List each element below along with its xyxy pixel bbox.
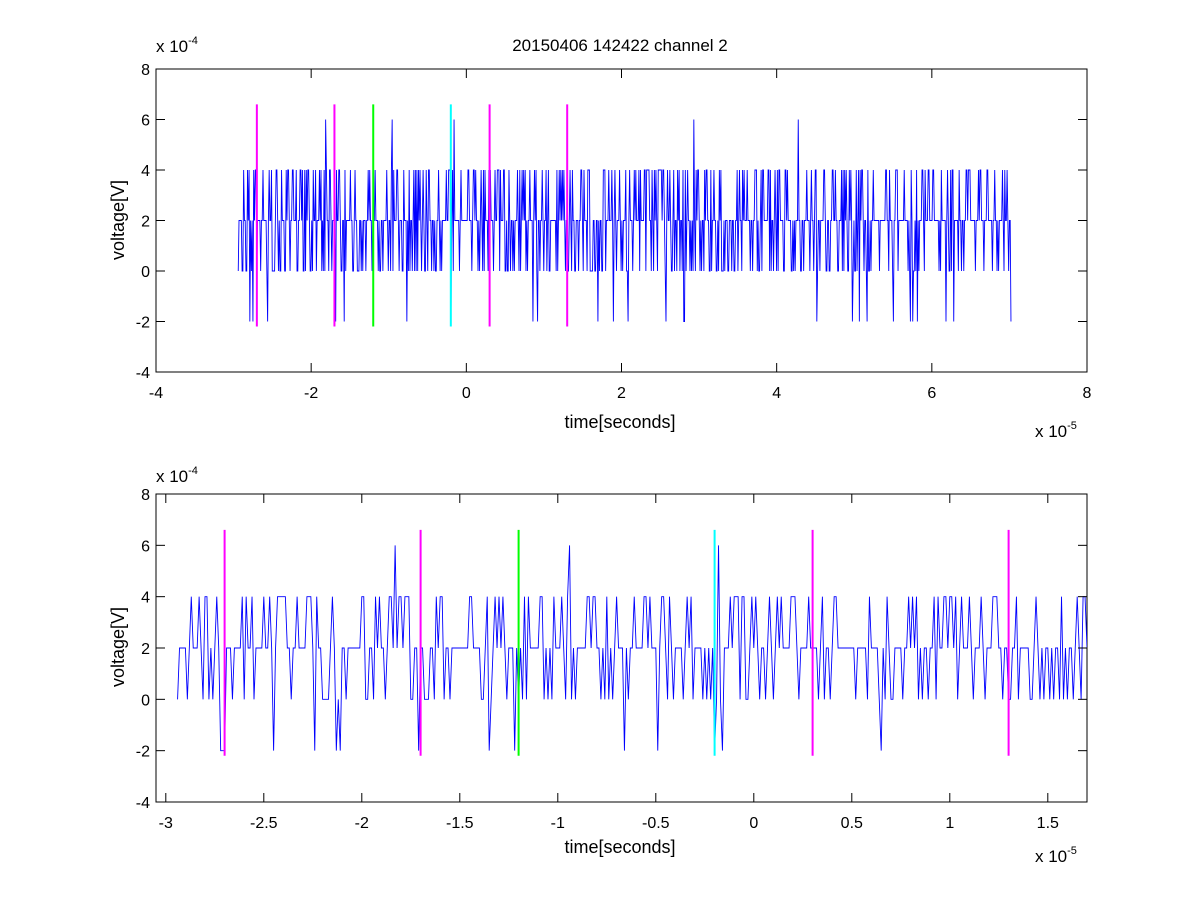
- y-axis-label-top: voltage[V]: [108, 180, 128, 260]
- x-multiplier-exp: -5: [1067, 845, 1077, 857]
- x-tick-label: -2: [304, 385, 318, 402]
- y-tick-label: 6: [141, 538, 150, 555]
- x-tick-label: 0: [749, 815, 758, 832]
- x-tick-label: 2: [617, 385, 626, 402]
- x-tick-label: 8: [1083, 385, 1092, 402]
- y-tick-label: 8: [141, 62, 150, 79]
- y-tick-label: -2: [136, 315, 150, 332]
- x-multiplier-bottom: x 10-5: [1035, 845, 1077, 866]
- y-multiplier-base: x 10: [156, 467, 188, 486]
- y-multiplier-base: x 10: [156, 37, 188, 56]
- x-multiplier-base: x 10: [1035, 847, 1067, 866]
- x-tick-label: -3: [159, 815, 173, 832]
- y-tick-label: 6: [141, 113, 150, 130]
- x-tick-label: 1.5: [1037, 815, 1059, 832]
- x-tick-label: -1: [551, 815, 565, 832]
- chart-title: 20150406 142422 channel 2: [512, 36, 728, 55]
- y-tick-label: 8: [141, 487, 150, 504]
- x-tick-label: 0.5: [841, 815, 863, 832]
- signal-line: [177, 545, 1087, 752]
- x-axis-label-bottom: time[seconds]: [564, 837, 675, 857]
- x-multiplier-exp: -5: [1067, 420, 1077, 432]
- x-tick-label: -2: [355, 815, 369, 832]
- y-tick-label: 2: [141, 641, 150, 658]
- x-tick-label: -4: [149, 385, 163, 402]
- y-tick-label: -4: [136, 365, 150, 382]
- y-tick-label: 0: [141, 264, 150, 281]
- subplot-top: 20150406 142422 channel 2 x 10-4 voltage…: [108, 35, 1092, 441]
- y-tick-label: -4: [136, 795, 150, 812]
- signal-line: [237, 119, 1012, 322]
- subplot-bottom: x 10-4 voltage[V] time[seconds] x 10-5 -…: [108, 465, 1088, 866]
- x-multiplier-top: x 10-5: [1035, 420, 1077, 441]
- plot-area-top: -4 -2 0 2 4 6 8 -4 -2 0 2 4 6 8: [136, 62, 1092, 402]
- plot-area-bottom: -3 -2.5 -2 -1.5 -1 -0.5 0 0.5 1 1.5 -4 -2 0 2 4 6 8: [136, 487, 1088, 832]
- x-tick-label: -0.5: [642, 815, 670, 832]
- y-multiplier-exp: -4: [188, 465, 198, 477]
- y-multiplier-bottom: x 10-4: [156, 465, 198, 486]
- y-tick-label: 4: [141, 163, 150, 180]
- x-tick-label: -1.5: [446, 815, 474, 832]
- x-axis-label-top: time[seconds]: [564, 412, 675, 432]
- x-tick-label: 1: [945, 815, 954, 832]
- x-tick-label: 0: [462, 385, 471, 402]
- y-axis-label-bottom: voltage[V]: [108, 607, 128, 687]
- y-tick-label: -2: [136, 744, 150, 761]
- y-tick-label: 2: [141, 214, 150, 231]
- y-multiplier-exp: -4: [188, 35, 198, 47]
- x-tick-label: 4: [772, 385, 781, 402]
- y-multiplier-top: x 10-4: [156, 35, 198, 56]
- y-tick-label: 0: [141, 692, 150, 709]
- y-tick-label: 4: [141, 590, 150, 607]
- x-tick-label: 6: [927, 385, 936, 402]
- x-tick-label: -2.5: [250, 815, 278, 832]
- x-multiplier-base: x 10: [1035, 422, 1067, 441]
